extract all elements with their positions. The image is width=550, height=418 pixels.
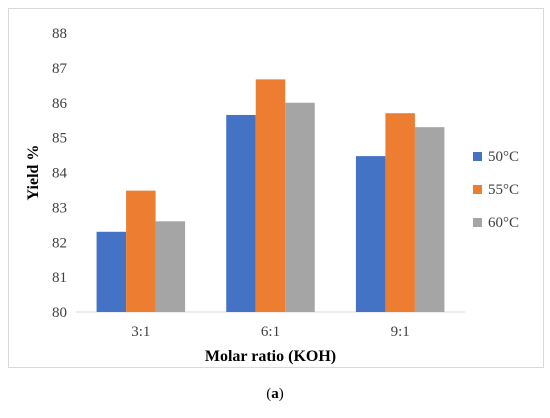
chart-frame (8, 8, 544, 368)
legend-label: 60°C (488, 215, 519, 231)
x-tick-label: 6:1 (261, 324, 280, 340)
x-tick-label: 9:1 (391, 324, 410, 340)
bar-chart: 80 81 82 83 84 85 86 87 88 3:1 6:1 9:1 Yield % Mol… (25, 26, 519, 365)
y-tick-label: 82 (52, 235, 67, 251)
y-tick-label: 84 (52, 166, 68, 182)
legend-swatch (473, 185, 482, 194)
y-tick-label: 85 (52, 131, 67, 147)
bar (255, 79, 286, 312)
y-tick-label: 83 (52, 200, 67, 216)
bar (226, 114, 256, 312)
legend-label: 55°C (488, 182, 519, 198)
y-tick-label: 87 (52, 61, 68, 77)
y-tick-label: 88 (52, 26, 67, 42)
y-tick-label: 86 (52, 96, 68, 112)
legend-swatch (473, 152, 482, 161)
y-axis-title: Yield % (25, 145, 42, 201)
bar (155, 221, 186, 312)
bar (285, 102, 315, 312)
y-tick-label: 81 (52, 270, 67, 286)
figure-caption: (a) (0, 386, 550, 403)
caption-close: ) (278, 386, 284, 402)
caption-open: ( (266, 386, 272, 402)
x-tick-label: 3:1 (131, 324, 150, 340)
legend: 50°C 55°C 60°C (473, 149, 519, 231)
bar (414, 127, 445, 312)
y-tick-label: 80 (52, 305, 67, 321)
x-axis-title: Molar ratio (KOH) (205, 348, 336, 365)
legend-label: 50°C (488, 149, 519, 165)
y-axis-ticks: 80 81 82 83 84 85 86 87 88 (52, 26, 68, 321)
bar (385, 113, 415, 313)
x-axis-ticks: 3:1 6:1 9:1 (131, 324, 410, 340)
bar (355, 156, 386, 312)
bars (96, 79, 445, 313)
bar (126, 190, 156, 312)
legend-swatch (473, 218, 482, 227)
caption-letter: a (271, 386, 279, 402)
bar (96, 231, 127, 312)
